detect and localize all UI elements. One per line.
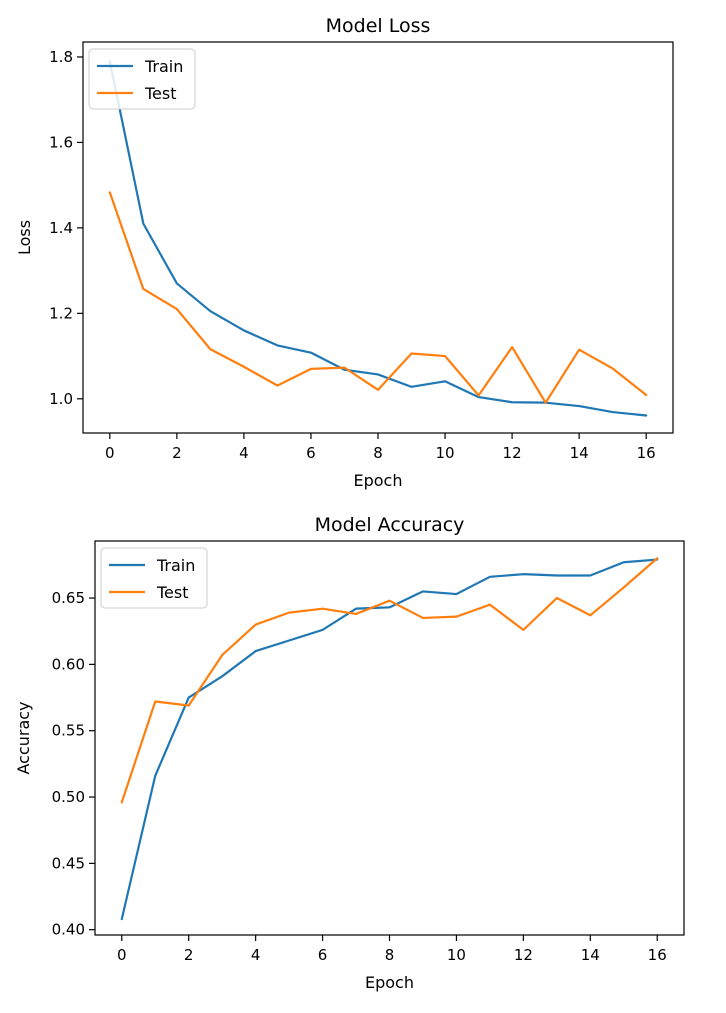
y-tick-label: 1.6: [49, 133, 73, 151]
y-tick-label: 0.60: [52, 655, 85, 673]
legend-label-test: Test: [144, 84, 177, 103]
y-tick-label: 1.2: [49, 304, 73, 322]
x-axis-label: Epoch: [354, 471, 403, 490]
chart-loss: Model Loss 0 2 4 6 8 10 12 14 16 1.0 1.2 1.4 1.6 1.8 Ep…: [15, 15, 674, 490]
legend-label-train: Train: [144, 57, 183, 76]
legend: Train Test: [100, 547, 208, 609]
x-tick-label: 14: [570, 444, 589, 462]
y-axis-label: Accuracy: [14, 701, 33, 774]
x-tick-label: 4: [239, 444, 249, 462]
x-tick-label: 0: [105, 444, 115, 462]
y-tick-label: 1.4: [49, 219, 73, 237]
legend-label-train: Train: [156, 556, 195, 575]
y-tick-label: 0.45: [52, 854, 85, 872]
series-line-train: [108, 60, 648, 417]
x-tick-label: 8: [385, 946, 395, 964]
x-axis-label: Epoch: [365, 973, 414, 992]
series-line-train: [120, 558, 659, 921]
x-tick-label: 12: [514, 946, 533, 964]
y-tick-label: 1.0: [49, 390, 73, 408]
y-tick-label: 0.50: [52, 788, 85, 806]
x-tick-label: 0: [117, 946, 127, 964]
x-tick-label: 16: [637, 444, 656, 462]
y-tick-label: 0.40: [52, 921, 85, 939]
y-axis-label: Loss: [15, 220, 34, 255]
chart-title: Model Accuracy: [315, 514, 465, 536]
x-tick-label: 6: [306, 444, 316, 462]
series-line-test: [108, 191, 648, 404]
x-tick-label: 4: [251, 946, 261, 964]
x-tick-label: 10: [435, 444, 454, 462]
x-tick-label: 10: [447, 946, 466, 964]
y-tick-label: 0.65: [52, 589, 85, 607]
x-tick-label: 2: [184, 946, 194, 964]
x-tick-label: 12: [503, 444, 522, 462]
legend: Train Test: [88, 48, 196, 110]
chart-title: Model Loss: [326, 15, 431, 37]
y-tick-label: 1.8: [49, 48, 73, 66]
x-tick-label: 16: [648, 946, 667, 964]
chart-accuracy: Model Accuracy 0 2 4 6 8 10 12 14 16 0.40 0.45 0.50 0…: [14, 514, 685, 992]
y-tick-label: 0.55: [52, 722, 85, 740]
legend-label-test: Test: [156, 583, 189, 602]
x-tick-label: 2: [172, 444, 182, 462]
x-tick-label: 8: [373, 444, 383, 462]
x-tick-label: 14: [581, 946, 600, 964]
series-line-test: [120, 557, 659, 804]
x-tick-label: 6: [318, 946, 328, 964]
